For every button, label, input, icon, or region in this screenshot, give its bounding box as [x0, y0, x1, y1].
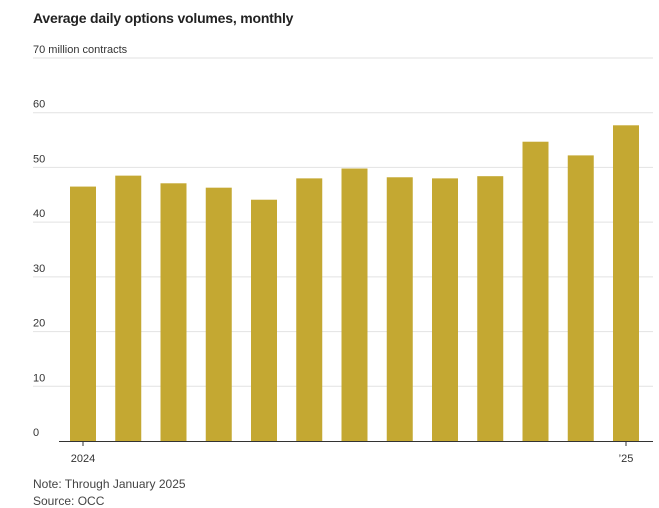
chart-source: Source: OCC	[33, 494, 105, 508]
bar-apr-2024	[205, 187, 232, 441]
bar-jan-2024	[70, 186, 96, 441]
y-tick-label-70: 70 million contracts	[33, 44, 128, 56]
bar-jul-2024	[341, 168, 368, 441]
bar-jun-2024	[296, 178, 323, 441]
y-tick-label-0: 0	[33, 427, 39, 439]
bar-oct-2024	[477, 176, 504, 441]
bar-dec-2024	[567, 155, 594, 442]
y-tick-label-60: 60	[33, 99, 45, 111]
x-tick-label-0: 2024	[71, 453, 95, 465]
bar-sep-2024	[432, 178, 458, 441]
chart-title: Average daily options volumes, monthly	[33, 10, 294, 26]
bar-aug-2024	[386, 177, 413, 441]
bar-feb-2024	[115, 175, 142, 441]
bar-mar-2024	[160, 183, 187, 441]
bar-may-2024	[251, 199, 277, 441]
bar-chart: 0 10 20 30 40 50 60 70 million contracts 2024 ’2…	[33, 44, 653, 465]
chart-note: Note: Through January 2025	[33, 477, 186, 491]
y-tick-label-30: 30	[33, 263, 45, 275]
x-tick-marks	[82, 441, 627, 446]
x-tick-labels: 2024 ’25	[71, 453, 634, 465]
y-tick-label-50: 50	[33, 153, 45, 165]
bars	[70, 125, 639, 442]
bar-nov-2024	[522, 141, 549, 441]
y-tick-label-20: 20	[33, 318, 45, 330]
y-tick-labels: 0 10 20 30 40 50 60 70 million contracts	[33, 44, 128, 439]
y-tick-label-10: 10	[33, 372, 45, 384]
bar-jan-2025	[613, 125, 639, 441]
y-tick-label-40: 40	[33, 208, 45, 220]
x-tick-label-12: ’25	[619, 453, 634, 465]
